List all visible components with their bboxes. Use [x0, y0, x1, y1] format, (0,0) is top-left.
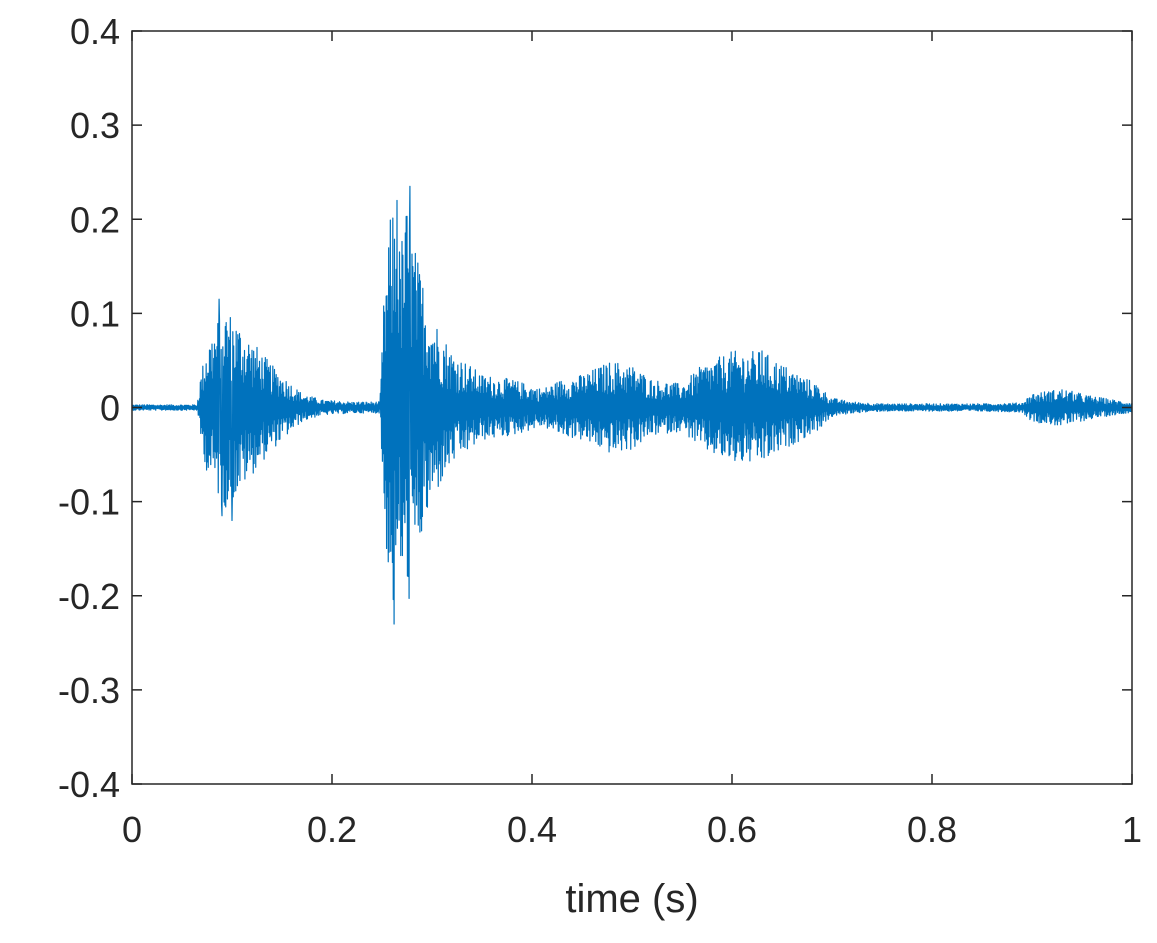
y-tick-label: -0.3 [58, 670, 120, 711]
y-tick-label: -0.1 [58, 482, 120, 523]
x-tick-label: 0.4 [507, 809, 557, 850]
y-tick-label: 0 [100, 388, 120, 429]
y-tick-label: 0.4 [70, 11, 120, 52]
x-tick-label: 0.2 [307, 809, 357, 850]
series-layer [131, 185, 1133, 625]
x-tick-label: 0.6 [707, 809, 757, 850]
x-tick-label: 0 [122, 809, 142, 850]
waveform-series-line [131, 185, 1133, 625]
y-tick-label: 0.2 [70, 199, 120, 240]
x-axis-title: time (s) [565, 877, 698, 921]
x-axis-ticks: 0 0.2 0.4 0.6 0.8 1 [122, 31, 1142, 850]
y-tick-label: 0.1 [70, 293, 120, 334]
y-tick-label: -0.2 [58, 576, 120, 617]
y-axis-ticks: 0.4 0.3 0.2 0.1 0 -0.1 -0.2 -0.3 -0.4 [58, 11, 1132, 805]
y-tick-label: 0.3 [70, 105, 120, 146]
x-tick-label: 0.8 [907, 809, 957, 850]
x-tick-label: 1 [1122, 809, 1142, 850]
y-tick-label: -0.4 [58, 764, 120, 805]
